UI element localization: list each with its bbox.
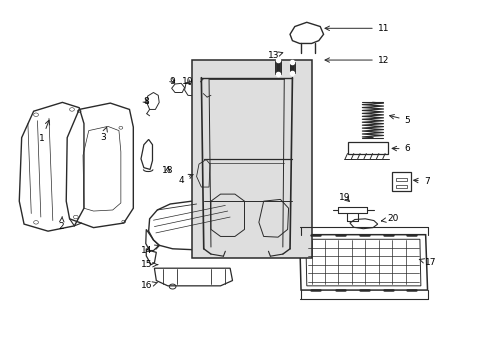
Text: 13: 13: [267, 51, 282, 60]
Text: 3: 3: [100, 127, 107, 142]
Text: 9: 9: [169, 77, 175, 86]
Text: 7: 7: [413, 176, 428, 185]
Text: 20: 20: [381, 214, 398, 223]
Text: 16: 16: [140, 282, 157, 290]
Text: 1: 1: [40, 120, 49, 143]
Text: 12: 12: [325, 55, 388, 64]
Text: 2: 2: [59, 216, 64, 231]
Text: 4: 4: [178, 174, 193, 185]
Text: 18: 18: [162, 166, 173, 175]
Text: 6: 6: [391, 144, 409, 153]
Text: 17: 17: [418, 258, 435, 267]
Text: 5: 5: [389, 114, 409, 125]
Text: 14: 14: [140, 245, 159, 255]
Text: 10: 10: [182, 77, 193, 86]
FancyBboxPatch shape: [191, 60, 311, 258]
Text: 8: 8: [143, 97, 149, 106]
Text: 19: 19: [339, 193, 350, 202]
Text: 11: 11: [325, 24, 388, 33]
Text: 15: 15: [140, 260, 157, 269]
